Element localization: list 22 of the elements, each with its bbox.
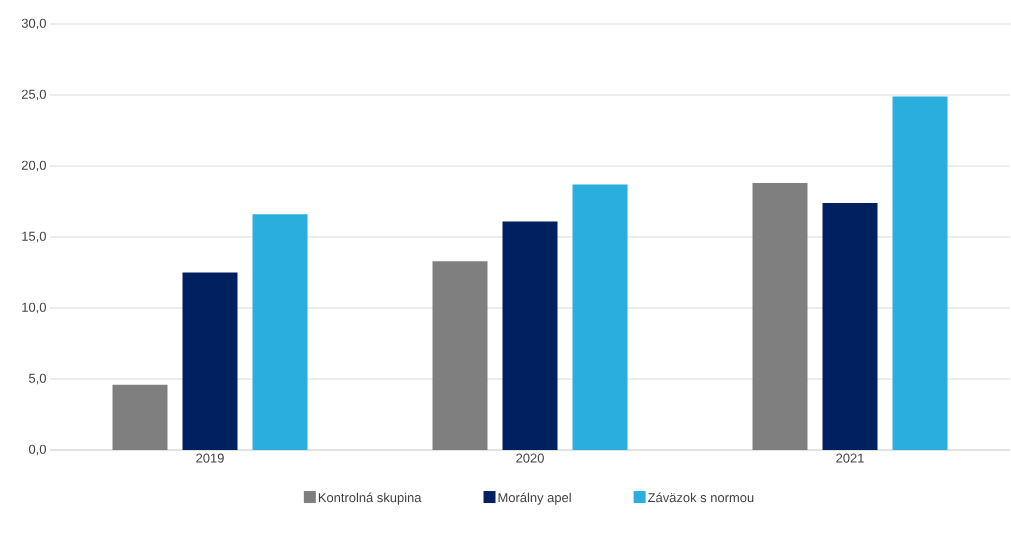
y-tick-label: 20,0	[21, 160, 46, 172]
bar	[572, 184, 628, 450]
bar	[252, 214, 308, 450]
bar	[822, 202, 878, 450]
bar	[502, 221, 558, 450]
legend-label: Kontrolná skupina	[318, 492, 422, 505]
bar	[182, 272, 238, 450]
y-tick-label: 0,0	[28, 444, 46, 456]
y-tick-label: 10,0	[22, 302, 46, 314]
legend-label: Morálny apel	[498, 492, 571, 505]
y-tick-label: 25,0	[21, 89, 46, 101]
legend-label: Záväzok s normou	[648, 492, 754, 503]
bar	[892, 96, 948, 450]
y-tick-label: 5,0	[28, 373, 46, 385]
x-tick-label: 2019	[196, 453, 224, 463]
bar	[752, 183, 808, 450]
bar	[432, 261, 488, 450]
bar	[112, 384, 168, 450]
x-tick-label: 2020	[516, 453, 544, 463]
y-tick-label: 15,0	[22, 231, 46, 243]
y-tick-label: 30,0	[21, 18, 46, 30]
x-tick-label: 2021	[836, 453, 864, 463]
